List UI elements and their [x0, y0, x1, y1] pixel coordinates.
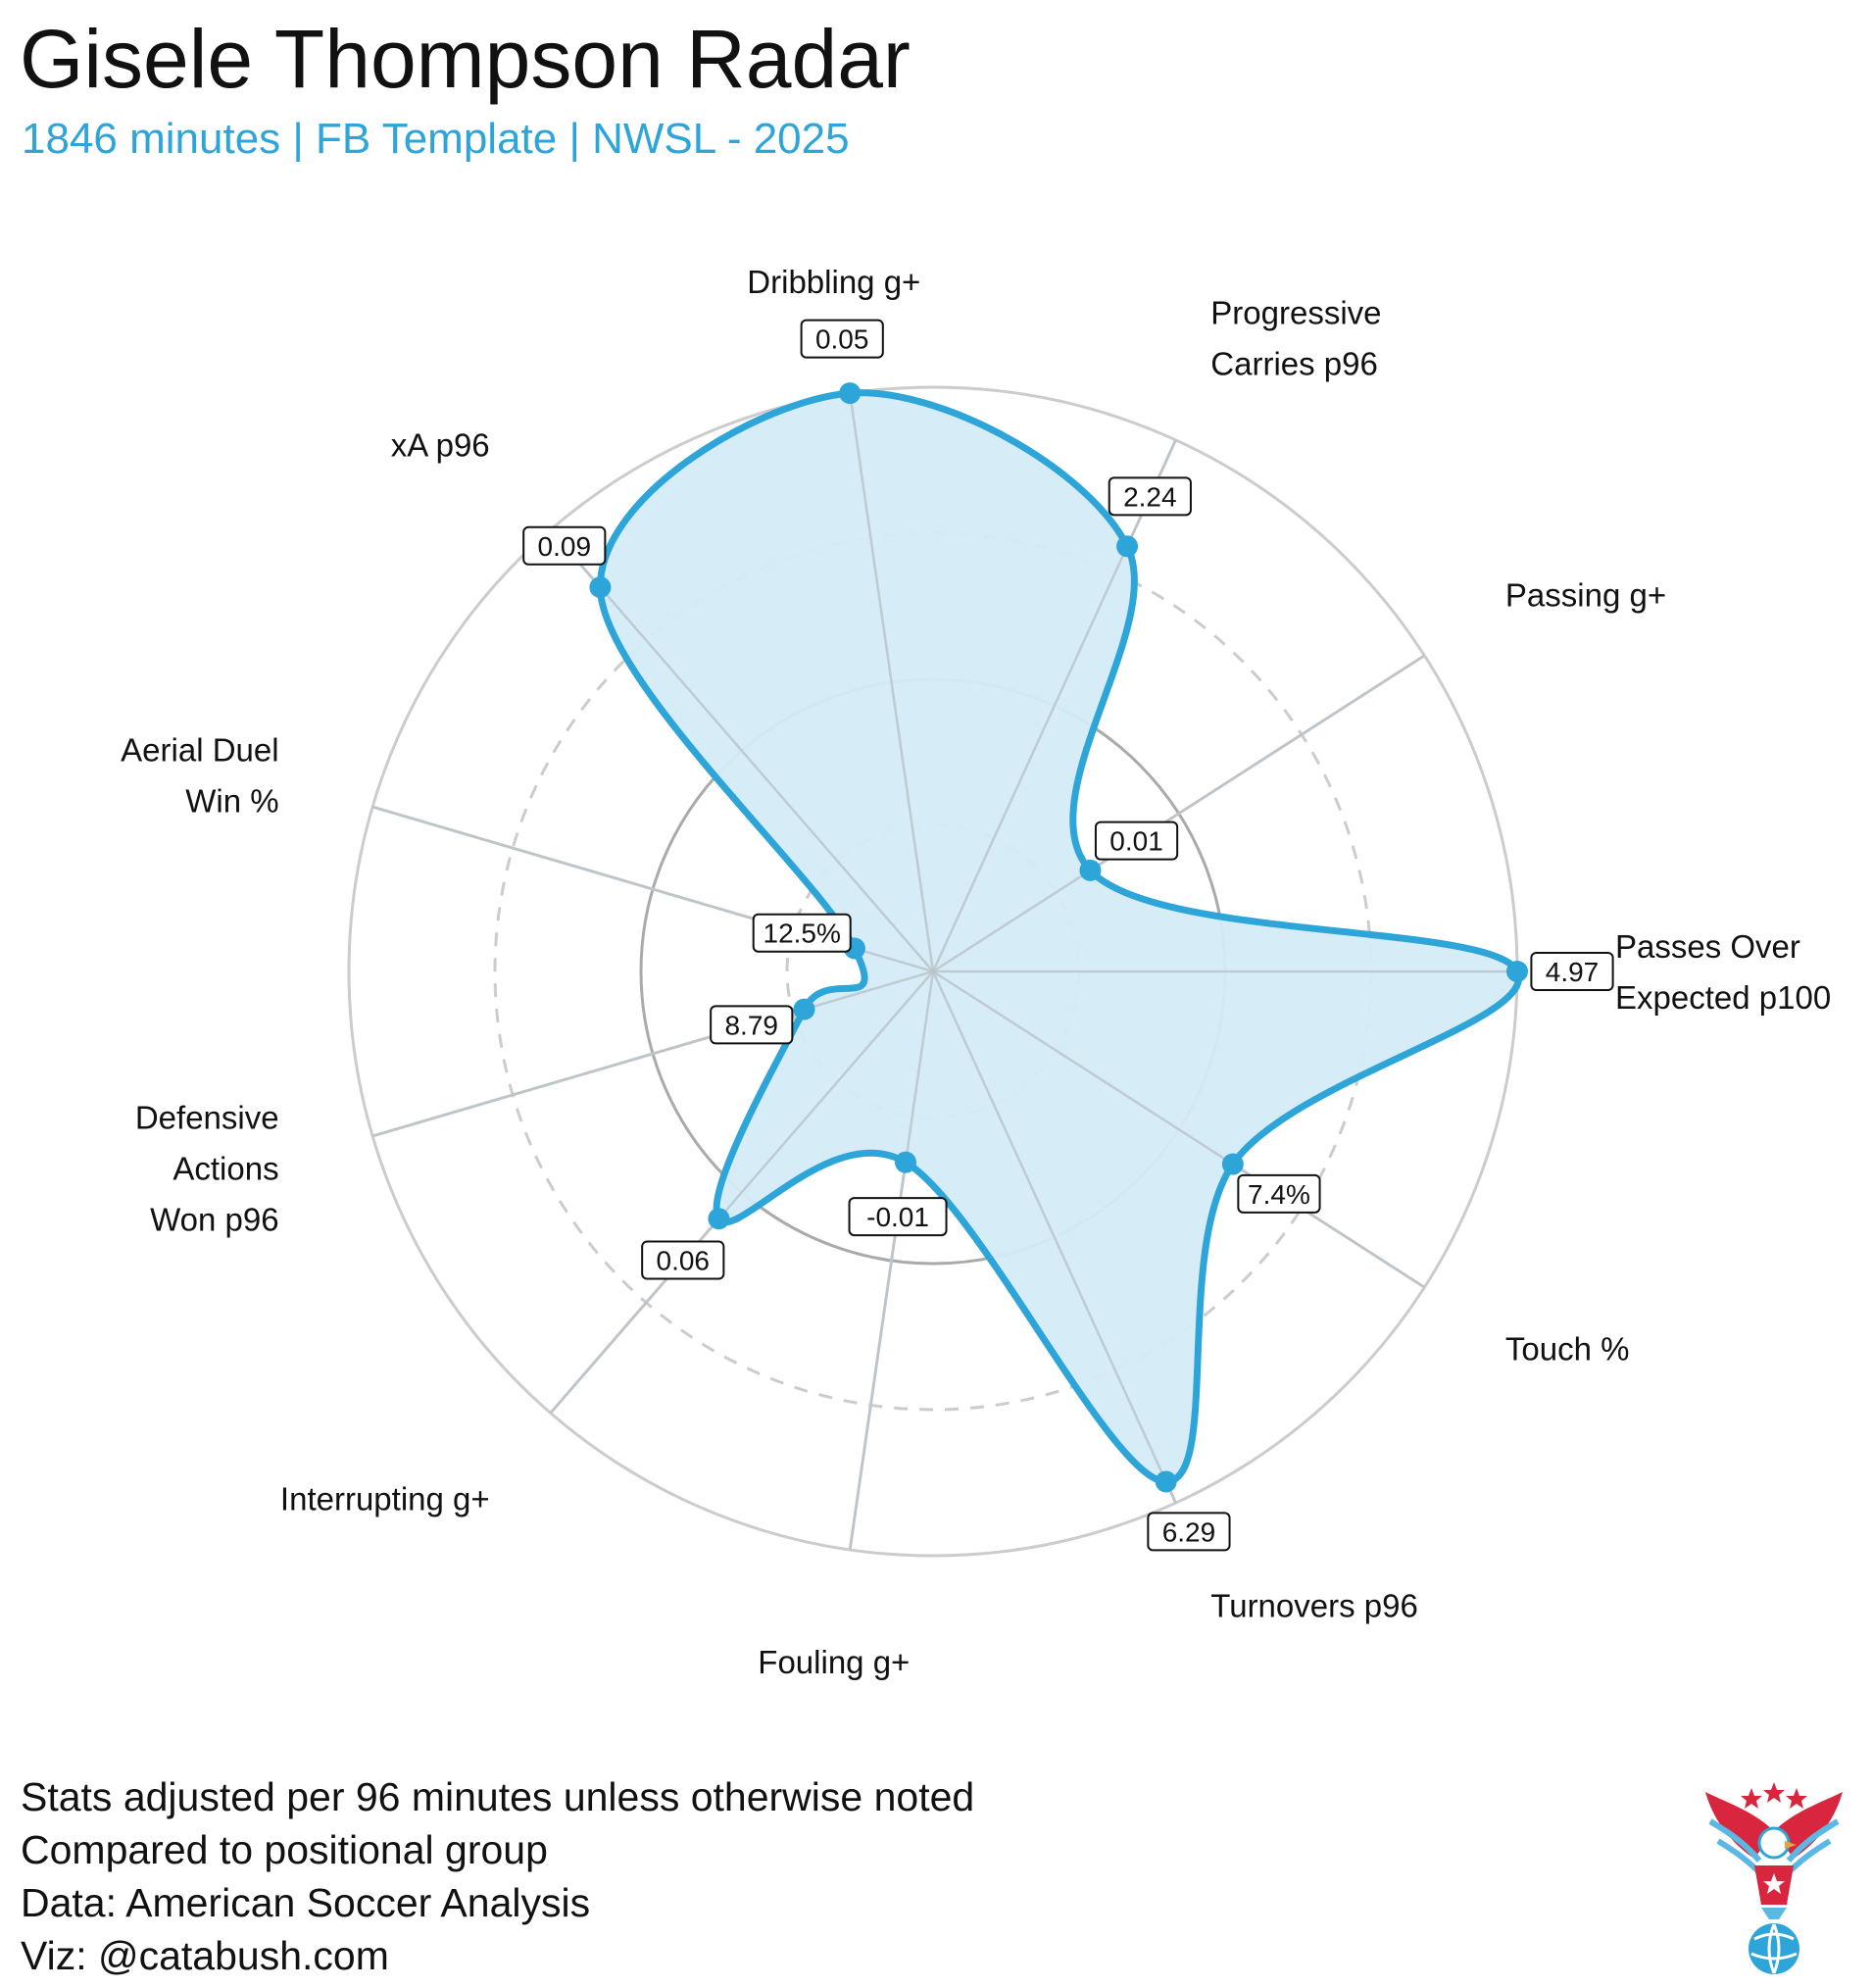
axis-label-2: Passing g+ [1505, 577, 1666, 614]
svg-text:Interrupting g+: Interrupting g+ [280, 1480, 490, 1516]
value-label-1: 4.97 [1530, 952, 1614, 991]
overlay-spoke [932, 969, 1426, 1289]
overlay-spoke [932, 654, 1426, 973]
svg-text:2.24: 2.24 [1123, 481, 1177, 512]
svg-text:Passes Over: Passes Over [1615, 928, 1800, 965]
svg-text:Touch %: Touch % [1505, 1330, 1630, 1367]
svg-text:0.01: 0.01 [1109, 826, 1163, 857]
chart-title: Gisele Thompson Radar [20, 13, 911, 105]
svg-text:7.4%: 7.4% [1248, 1179, 1310, 1210]
svg-text:-0.01: -0.01 [866, 1202, 929, 1232]
axis-label-6: Aerial Duel Win % [121, 732, 278, 820]
svg-text:Won p96: Won p96 [150, 1201, 278, 1237]
svg-text:Turnovers p96: Turnovers p96 [1210, 1588, 1418, 1624]
svg-text:0.09: 0.09 [538, 531, 592, 562]
footer-line-stats: Stats adjusted per 96 minutes unless oth… [21, 1774, 975, 1819]
value-label-2: 0.01 [1094, 820, 1179, 861]
axis-label-11: Touch % [1505, 1330, 1630, 1367]
value-label-5: 0.09 [522, 525, 607, 566]
data-point-8 [708, 1208, 730, 1230]
svg-text:Fouling g+: Fouling g+ [758, 1644, 910, 1680]
axis-label-5: xA p96 [391, 427, 490, 464]
data-point-11 [1221, 1153, 1244, 1175]
svg-text:Defensive: Defensive [135, 1099, 279, 1135]
footer-line-viz: Viz: @catabush.com [21, 1933, 389, 1978]
value-label-6: 12.5% [752, 913, 852, 953]
data-point-3 [1116, 535, 1139, 558]
radar-chart: 4.97 0.01 2.24 0.05 0.09 12.5% 8.79 0.06 -0.01 6.… [121, 264, 1831, 1680]
series-line [596, 389, 1523, 1486]
value-label-3: 2.24 [1108, 476, 1192, 517]
svg-text:xA p96: xA p96 [391, 427, 490, 464]
value-label-9: -0.01 [848, 1197, 948, 1237]
footer-line-compare: Compared to positional group [21, 1827, 548, 1872]
svg-text:Passing g+: Passing g+ [1505, 577, 1666, 614]
svg-text:Carries p96: Carries p96 [1210, 345, 1378, 381]
data-point-4 [839, 382, 862, 405]
overlay-spoke [848, 392, 935, 972]
svg-text:8.79: 8.79 [724, 1010, 778, 1040]
data-point-2 [1079, 859, 1102, 881]
axis-label-1: Passes Over Expected p100 [1615, 928, 1831, 1016]
svg-text:6.29: 6.29 [1162, 1516, 1216, 1547]
svg-text:4.97: 4.97 [1546, 957, 1600, 987]
svg-text:Win %: Win % [185, 783, 278, 820]
data-point-7 [793, 998, 815, 1020]
value-label-8: 0.06 [641, 1240, 725, 1280]
axis-label-7: Defensive Actions Won p96 [135, 1099, 279, 1237]
data-point-9 [895, 1151, 917, 1173]
chart-subtitle: 1846 minutes | FB Template | NWSL - 2025 [22, 115, 850, 163]
svg-text:12.5%: 12.5% [764, 919, 841, 949]
value-label-7: 8.79 [710, 1005, 794, 1045]
footer-notes: Stats adjusted per 96 minutes unless oth… [21, 1770, 974, 1982]
svg-text:Actions: Actions [172, 1150, 278, 1186]
axis-label-10: Turnovers p96 [1210, 1588, 1418, 1624]
value-label-11: 7.4% [1237, 1173, 1321, 1214]
value-label-10: 6.29 [1147, 1512, 1231, 1552]
svg-text:Dribbling g+: Dribbling g+ [747, 264, 920, 300]
series-area [600, 392, 1519, 1482]
radar-series [371, 382, 1528, 1551]
overlay-spoke [931, 439, 1177, 972]
overlay-spoke [931, 970, 1177, 1504]
overlay-spoke [549, 970, 934, 1415]
overlay-spoke [371, 969, 934, 1138]
data-point-1 [1506, 961, 1528, 982]
svg-text:Expected p100: Expected p100 [1615, 979, 1831, 1016]
data-point-5 [589, 576, 612, 599]
overlay-spoke [549, 528, 934, 972]
svg-text:Progressive: Progressive [1210, 294, 1381, 330]
overlay-spoke [848, 970, 935, 1551]
data-point-10 [1155, 1470, 1177, 1493]
axis-label-3: Progressive Carries p96 [1210, 294, 1381, 381]
footer-line-data: Data: American Soccer Analysis [21, 1880, 591, 1925]
value-label-4: 0.05 [800, 319, 884, 359]
radar-labels: 4.97 0.01 2.24 0.05 0.09 12.5% 8.79 0.06 -0.01 6.… [121, 264, 1831, 1680]
axis-label-4: Dribbling g+ [747, 264, 920, 300]
eagle-soccer-ball-icon [1705, 1782, 1843, 1974]
axis-label-9: Fouling g+ [758, 1644, 910, 1680]
svg-text:0.06: 0.06 [657, 1246, 711, 1276]
axis-label-8: Interrupting g+ [280, 1480, 490, 1516]
svg-text:0.05: 0.05 [815, 324, 869, 355]
svg-text:Aerial Duel: Aerial Duel [121, 732, 278, 769]
